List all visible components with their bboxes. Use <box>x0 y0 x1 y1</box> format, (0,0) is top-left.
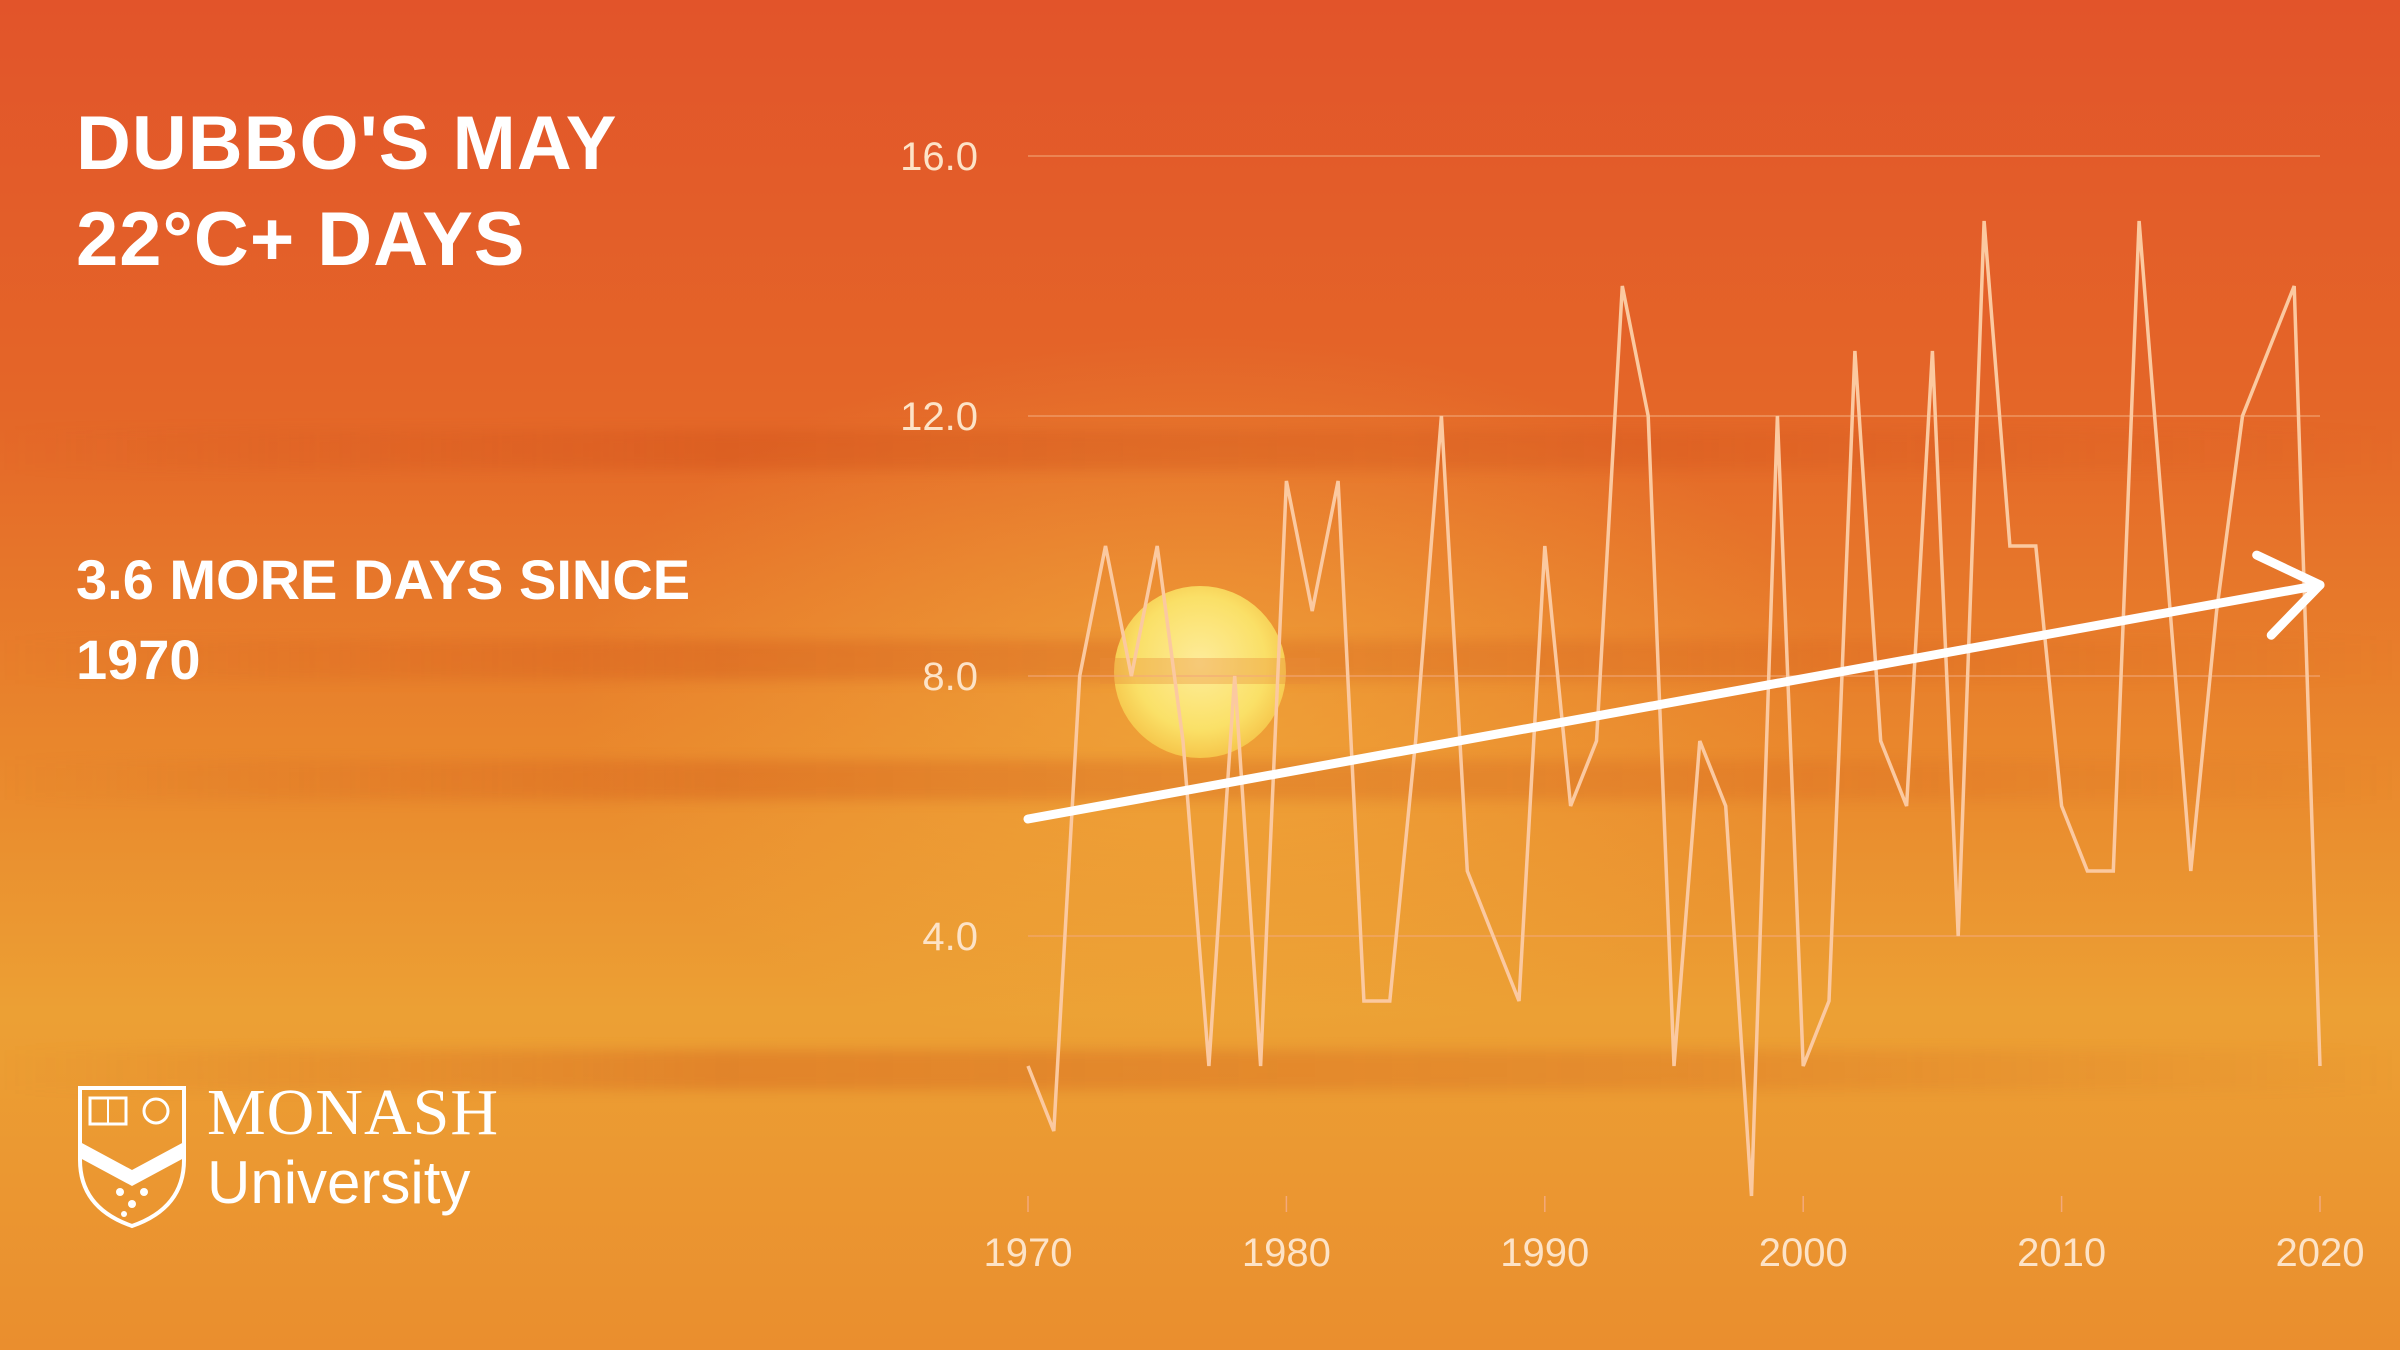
cloud-band <box>0 760 2400 800</box>
logo-sub: University <box>207 1149 471 1216</box>
logo-name: MONASH <box>207 1076 500 1149</box>
x-tick-label: 2020 <box>2276 1231 2365 1275</box>
y-tick-label: 8.0 <box>922 655 978 699</box>
sun-cloud <box>1100 658 1320 684</box>
x-tick-label: 1970 <box>984 1231 1073 1275</box>
series-line <box>1026 220 2322 1197</box>
y-tick-label: 16.0 <box>900 135 978 179</box>
sun <box>1114 586 1286 758</box>
y-tick-label: 4.0 <box>922 915 978 959</box>
trend-line <box>1023 580 2325 824</box>
cloud-band <box>0 1050 2400 1090</box>
x-tick-label: 2000 <box>1759 1231 1848 1275</box>
chart-subtitle: 3.6 MORE DAYS SINCE 1970 <box>76 548 691 691</box>
y-tick-label: 12.0 <box>900 395 978 439</box>
chart-title: DUBBO'S MAY 22°C+ DAYS <box>76 101 617 282</box>
monash-logo: MONASH University <box>72 1080 542 1230</box>
trend-arrowhead <box>2252 550 2325 640</box>
x-tick-label: 1990 <box>1500 1231 1589 1275</box>
x-tick-label: 1980 <box>1242 1231 1331 1275</box>
x-tick-label: 2010 <box>2017 1231 2106 1275</box>
monash-crest-icon <box>78 1086 186 1229</box>
